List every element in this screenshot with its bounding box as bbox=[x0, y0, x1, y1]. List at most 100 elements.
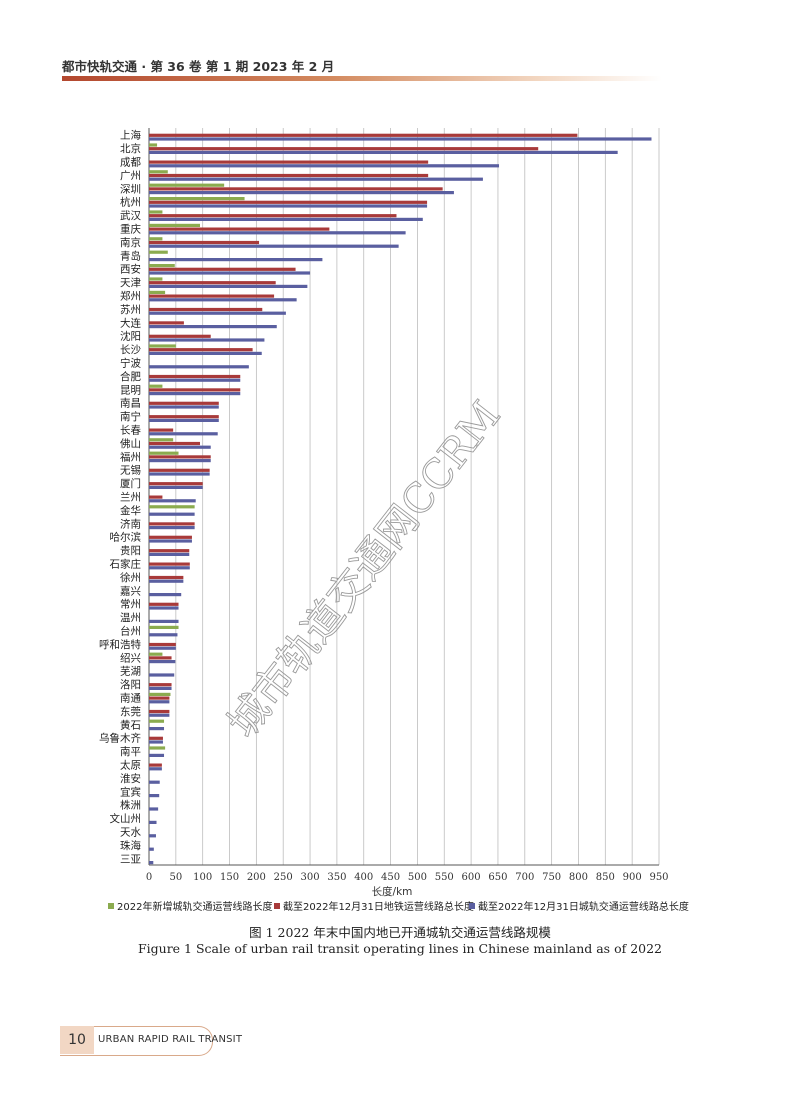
category-label: 兰州 bbox=[120, 491, 141, 504]
bar-metro-total bbox=[149, 763, 162, 767]
bar-new-2022 bbox=[149, 183, 225, 187]
bar-urt-total bbox=[149, 767, 162, 771]
bar-urt-total bbox=[149, 177, 483, 181]
bar-urt-total bbox=[149, 405, 219, 409]
category-label: 南通 bbox=[120, 692, 141, 705]
bar-urt-total bbox=[149, 794, 160, 798]
category-label: 石家庄 bbox=[110, 558, 142, 571]
bar-urt-total bbox=[149, 686, 172, 690]
bar-new-2022 bbox=[149, 170, 168, 174]
bar-metro-total bbox=[149, 683, 172, 687]
category-label: 哈尔滨 bbox=[110, 531, 142, 544]
bar-metro-total bbox=[149, 334, 211, 338]
category-label: 合肥 bbox=[120, 370, 141, 383]
bar-metro-total bbox=[149, 214, 397, 218]
bar-new-2022 bbox=[149, 264, 175, 268]
bar-new-2022 bbox=[149, 438, 174, 442]
bar-urt-total bbox=[149, 700, 170, 704]
bar-urt-total bbox=[149, 392, 241, 396]
bar-urt-total bbox=[149, 727, 165, 731]
bar-new-2022 bbox=[149, 277, 163, 281]
bar-metro-total bbox=[149, 227, 330, 231]
category-label: 乌鲁木齐 bbox=[99, 732, 141, 745]
figure-caption-cn: 图 1 2022 年末中国内地已开通城轨交通运营线路规模 bbox=[249, 925, 551, 940]
category-label: 青岛 bbox=[120, 249, 141, 262]
bar-urt-total bbox=[149, 298, 297, 302]
bar-urt-total bbox=[149, 325, 277, 329]
bar-urt-total bbox=[149, 365, 249, 369]
category-label: 绍兴 bbox=[120, 651, 141, 664]
bar-urt-total bbox=[149, 164, 500, 168]
category-label: 厦门 bbox=[120, 477, 141, 490]
category-label: 佛山 bbox=[120, 437, 141, 450]
bar-urt-total bbox=[149, 258, 323, 262]
bar-metro-total bbox=[149, 374, 241, 379]
category-label: 大连 bbox=[120, 316, 141, 329]
bar-metro-total bbox=[149, 267, 296, 271]
category-label: 温州 bbox=[120, 612, 141, 624]
bar-new-2022 bbox=[149, 290, 166, 294]
category-label: 成都 bbox=[120, 157, 141, 169]
bar-urt-total bbox=[149, 847, 154, 851]
bar-metro-total bbox=[149, 428, 174, 432]
x-tick-label: 600 bbox=[462, 872, 481, 883]
bar-metro-total bbox=[149, 696, 170, 700]
bar-metro-total bbox=[149, 401, 219, 405]
category-label: 济南 bbox=[120, 517, 141, 530]
bar-urt-total bbox=[149, 351, 262, 355]
bar-urt-total bbox=[149, 539, 192, 543]
bar-metro-total bbox=[149, 307, 263, 312]
bar-new-2022 bbox=[149, 210, 163, 214]
category-label: 杭州 bbox=[120, 196, 141, 209]
bar-urt-total bbox=[149, 579, 184, 583]
bar-urt-total bbox=[149, 619, 179, 623]
bar-urt-total bbox=[149, 338, 265, 342]
category-label: 南平 bbox=[120, 745, 141, 758]
page-number: 10 bbox=[60, 1026, 94, 1054]
category-label: 台州 bbox=[120, 625, 141, 638]
legend-swatch bbox=[108, 903, 114, 909]
bar-metro-total bbox=[149, 348, 253, 352]
figure-caption-en: Figure 1 Scale of urban rail transit ope… bbox=[137, 941, 663, 956]
bar-metro-total bbox=[149, 575, 184, 580]
legend-label: 截至2022年12月31日地铁运营线路总长度 bbox=[283, 900, 474, 913]
bar-metro-total bbox=[149, 549, 190, 553]
bar-urt-total bbox=[149, 378, 241, 382]
bar-new-2022 bbox=[149, 384, 163, 388]
category-label: 宁波 bbox=[120, 357, 141, 370]
bar-new-2022 bbox=[149, 652, 163, 656]
bar-urt-total bbox=[149, 418, 219, 422]
bar-new-2022 bbox=[149, 250, 168, 254]
x-tick-label: 450 bbox=[381, 872, 400, 883]
bar-metro-total bbox=[149, 200, 428, 204]
bar-metro-total bbox=[149, 133, 578, 137]
category-label: 金华 bbox=[120, 504, 141, 517]
x-tick-label: 750 bbox=[542, 872, 561, 883]
category-label: 宜宾 bbox=[120, 785, 141, 798]
bar-urt-total bbox=[149, 459, 211, 463]
category-label: 三亚 bbox=[120, 853, 141, 865]
category-label: 芜湖 bbox=[120, 665, 141, 678]
category-label: 南宁 bbox=[120, 410, 141, 423]
category-label: 长春 bbox=[120, 425, 141, 437]
bar-new-2022 bbox=[149, 344, 176, 348]
bar-urt-total bbox=[149, 740, 163, 744]
category-label: 太原 bbox=[120, 759, 141, 772]
bar-new-2022 bbox=[149, 223, 200, 227]
bar-urt-total bbox=[149, 217, 423, 221]
category-label: 徐州 bbox=[120, 571, 141, 584]
bar-urt-total bbox=[149, 673, 175, 677]
header-rule bbox=[62, 76, 662, 81]
bar-urt-total bbox=[149, 191, 454, 195]
bar-urt-total bbox=[149, 271, 311, 275]
bar-metro-total bbox=[149, 415, 219, 419]
bar-metro-total bbox=[149, 642, 176, 647]
x-tick-label: 0 bbox=[146, 872, 152, 883]
bar-urt-total bbox=[149, 231, 406, 235]
bar-urt-total bbox=[149, 311, 286, 315]
bar-urt-total bbox=[149, 566, 190, 570]
bar-urt-total bbox=[149, 660, 176, 664]
category-label: 北京 bbox=[120, 142, 141, 155]
category-label: 沈阳 bbox=[120, 330, 141, 343]
